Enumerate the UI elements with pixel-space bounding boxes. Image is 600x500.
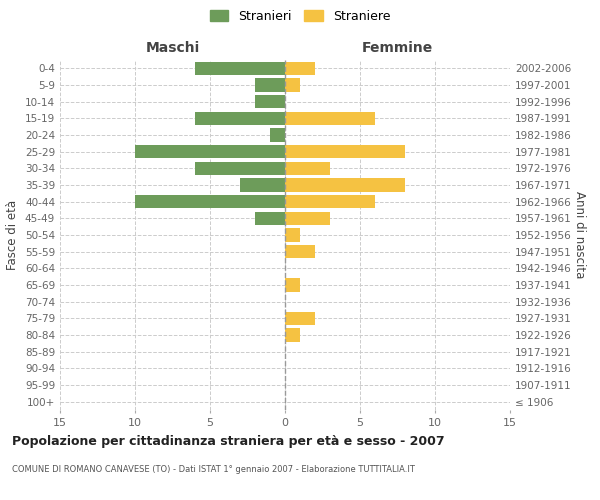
Y-axis label: Anni di nascita: Anni di nascita: [572, 192, 586, 278]
Bar: [285, 195, 375, 208]
Bar: [255, 78, 285, 92]
Y-axis label: Fasce di età: Fasce di età: [7, 200, 19, 270]
Bar: [195, 62, 285, 75]
Bar: [285, 328, 300, 342]
Bar: [195, 162, 285, 175]
Bar: [285, 62, 315, 75]
Bar: [270, 128, 285, 141]
Bar: [285, 245, 315, 258]
Bar: [240, 178, 285, 192]
Bar: [285, 162, 330, 175]
Text: Femmine: Femmine: [362, 41, 433, 55]
Bar: [285, 228, 300, 241]
Bar: [255, 95, 285, 108]
Bar: [285, 78, 300, 92]
Bar: [135, 195, 285, 208]
Bar: [285, 212, 330, 225]
Bar: [195, 112, 285, 125]
Bar: [135, 145, 285, 158]
Legend: Stranieri, Straniere: Stranieri, Straniere: [206, 6, 394, 26]
Bar: [285, 278, 300, 291]
Bar: [285, 312, 315, 325]
Text: Popolazione per cittadinanza straniera per età e sesso - 2007: Popolazione per cittadinanza straniera p…: [12, 435, 445, 448]
Text: Maschi: Maschi: [145, 41, 200, 55]
Bar: [285, 112, 375, 125]
Bar: [255, 212, 285, 225]
Bar: [285, 145, 405, 158]
Text: COMUNE DI ROMANO CANAVESE (TO) - Dati ISTAT 1° gennaio 2007 - Elaborazione TUTTI: COMUNE DI ROMANO CANAVESE (TO) - Dati IS…: [12, 465, 415, 474]
Bar: [285, 178, 405, 192]
